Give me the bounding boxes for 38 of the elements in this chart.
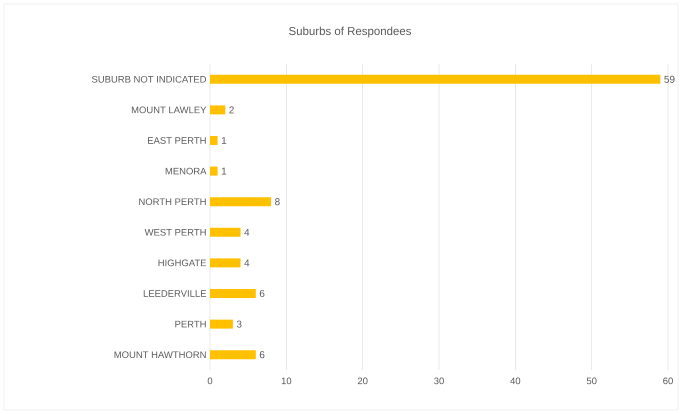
data-label: 1 [222, 168, 226, 175]
bar [210, 289, 256, 298]
x-tick-label: 60 [663, 378, 673, 384]
bar [210, 258, 241, 268]
bar [210, 74, 660, 84]
x-tick-label: 20 [358, 378, 368, 384]
y-tick-label: PERTH [175, 320, 206, 328]
x-tick-label: 0 [208, 378, 212, 384]
y-tick-label: MOUNT HAWTHORN [114, 351, 206, 358]
data-label: 1 [222, 137, 226, 144]
y-tick-label: MENORA [166, 168, 206, 174]
data-label: 4 [244, 259, 250, 266]
y-tick-label: LEEDERVILLE [144, 290, 206, 297]
bar [210, 166, 218, 176]
bar [210, 197, 272, 206]
bar [210, 105, 226, 114]
y-tick-label: SUBURB NOT INDICATED [92, 76, 206, 83]
bar [210, 320, 233, 329]
chart-title: Suburbs of Respondees [289, 26, 412, 38]
x-tick-label: 10 [282, 378, 292, 384]
y-tick-label: MOUNT LAWLEY [132, 106, 206, 114]
x-tick-label: 50 [586, 378, 597, 384]
y-tick-label: EAST PERTH [148, 137, 206, 144]
data-label: 8 [275, 198, 280, 206]
y-tick-label: HIGHGATE [158, 260, 206, 266]
data-label: 59 [664, 76, 675, 83]
x-tick-label: 40 [510, 378, 520, 384]
data-label: 6 [260, 290, 264, 298]
data-label: 3 [236, 320, 242, 328]
bar [210, 228, 241, 237]
data-label: 4 [244, 228, 250, 236]
x-tick-label: 30 [434, 378, 444, 384]
bar [210, 350, 256, 360]
bar [210, 136, 218, 146]
y-tick-label: WEST PERTH [144, 228, 206, 236]
y-tick-label: NORTH PERTH [139, 198, 206, 206]
data-label: 2 [229, 106, 234, 114]
data-label: 6 [260, 351, 264, 358]
